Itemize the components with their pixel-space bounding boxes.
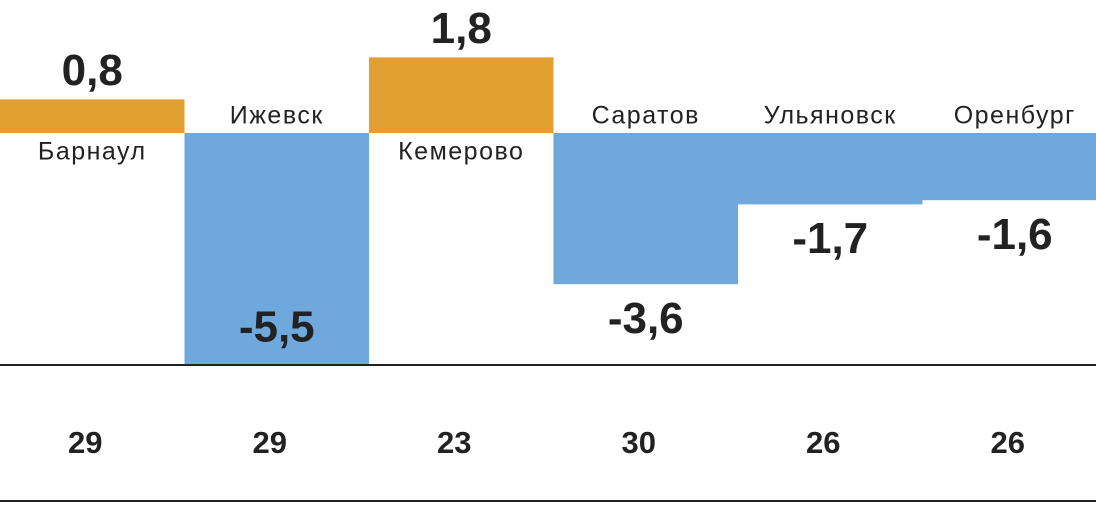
bar bbox=[0, 99, 185, 133]
value-label: -5,5 bbox=[239, 303, 315, 352]
bar bbox=[553, 133, 738, 285]
category-label: Оренбург bbox=[954, 102, 1076, 130]
category-label: Саратов bbox=[592, 102, 700, 130]
category-label: Ижевск bbox=[230, 102, 324, 130]
value-label: 1,8 bbox=[431, 4, 492, 53]
row-value: 29 bbox=[68, 425, 102, 460]
row-value: 26 bbox=[806, 425, 840, 460]
row-value: 30 bbox=[622, 425, 656, 460]
bar bbox=[369, 57, 554, 133]
category-label: Кемерово bbox=[398, 138, 524, 166]
bar bbox=[922, 133, 1096, 201]
row-value: 29 bbox=[253, 425, 287, 460]
bar bbox=[738, 133, 923, 205]
category-label: Ульяновск bbox=[764, 102, 897, 130]
value-label: 0,8 bbox=[62, 46, 123, 95]
value-label: -1,6 bbox=[977, 210, 1053, 259]
value-label: -1,7 bbox=[792, 214, 868, 263]
category-label: Барнаул bbox=[38, 138, 147, 166]
row-value: 26 bbox=[991, 425, 1025, 460]
bar bbox=[184, 133, 369, 364]
value-label: -3,6 bbox=[608, 294, 684, 343]
row-value: 23 bbox=[437, 425, 471, 460]
